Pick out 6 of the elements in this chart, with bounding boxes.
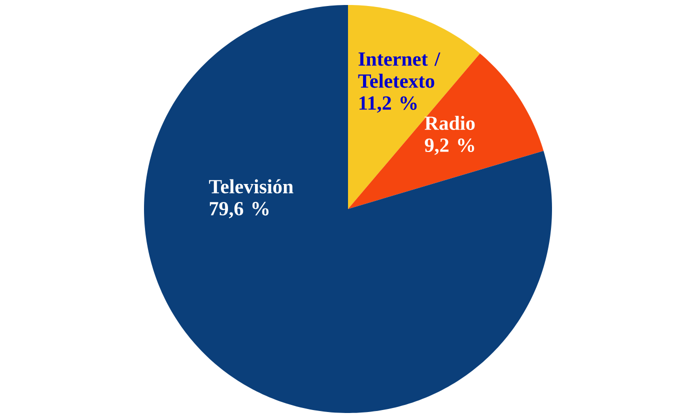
data-label: 79,6 % (210, 202, 269, 218)
slice-label: Internet / Teletexto (358, 52, 440, 88)
data-label: 9,2 % (424, 138, 474, 155)
data-label: 11,2 % (360, 96, 417, 113)
slice-label: Televisión (209, 179, 294, 194)
slice-label: Radio (424, 116, 475, 130)
